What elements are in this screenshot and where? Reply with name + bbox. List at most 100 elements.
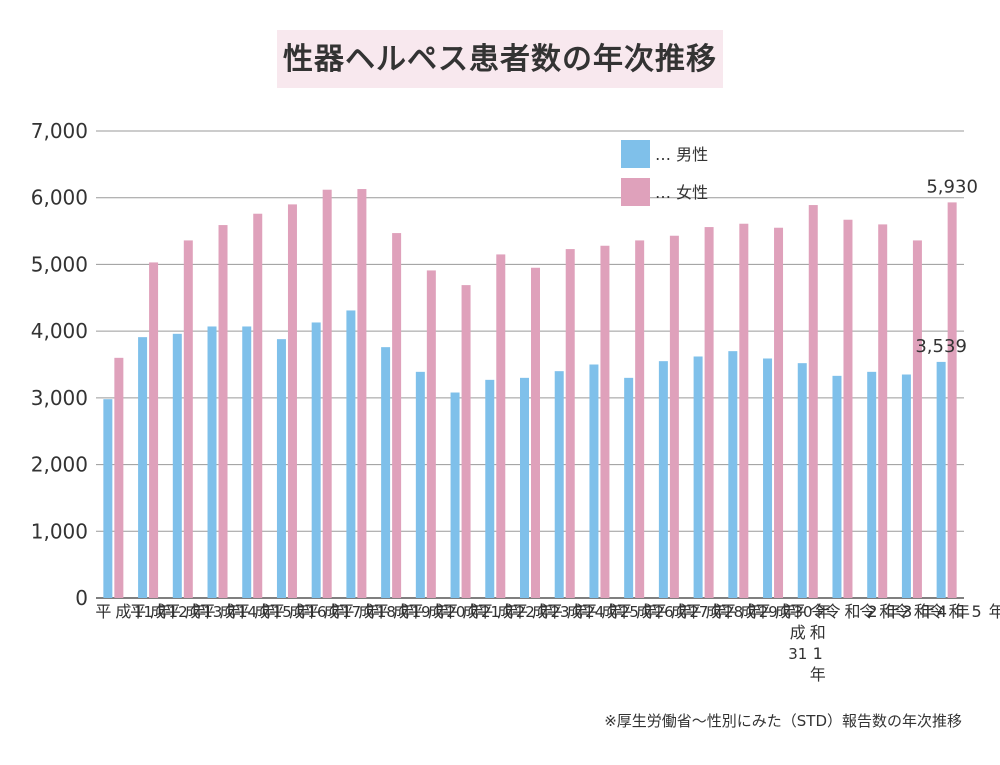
bar-male (311, 322, 321, 598)
x-tick-label: 1 (813, 644, 823, 663)
x-tick-label: 成 (254, 602, 270, 621)
x-tick-label: 年 (468, 602, 484, 621)
x-tick-label: 年 (954, 602, 970, 621)
bar-female (461, 285, 471, 598)
source-note: ※厚生労働省〜性別にみた（STD）報告数の年次推移 (604, 712, 962, 730)
bar-male (450, 392, 460, 598)
x-tick-label: 14 (238, 603, 257, 621)
bar-male (554, 371, 564, 598)
bar-female (183, 240, 193, 598)
bar-male (658, 361, 668, 598)
bar-female (114, 357, 124, 598)
data-label: 5,930 (926, 176, 978, 197)
x-tick-label: 平 (408, 602, 424, 621)
bar-female (426, 270, 436, 598)
bar-male (138, 337, 148, 598)
x-tick-label: 平 (547, 602, 563, 621)
bar-female (565, 249, 575, 598)
bar-male (797, 363, 807, 598)
x-tick-label: 年 (190, 602, 206, 621)
x-tick-label: 平 (338, 602, 354, 621)
x-tick-label: 年 (294, 602, 310, 621)
x-tick-label: 19 (412, 603, 431, 621)
x-tick-label: 成 (775, 602, 791, 621)
bar-male (103, 399, 113, 598)
x-tick-label: 成 (706, 602, 722, 621)
x-tick-label: 11 (134, 603, 153, 621)
legend-swatch-male (621, 140, 650, 168)
x-tick-label: 成 (115, 602, 131, 621)
x-tick-label: 和 (914, 602, 930, 621)
x-tick-label: 17 (342, 603, 361, 621)
x-tick-label: 成 (740, 602, 756, 621)
bars (103, 189, 957, 599)
bar-female (878, 224, 888, 598)
bar-male (172, 333, 182, 598)
x-tick-label: 平 (373, 602, 389, 621)
x-tick-label: 令 (859, 602, 875, 621)
legend-label: … 女性 (655, 183, 708, 202)
x-tick-label: 和 (949, 602, 965, 621)
bar-female (253, 213, 263, 598)
bar-male (485, 379, 495, 598)
x-tick-label: 成 (150, 602, 166, 621)
bar-female (531, 267, 540, 598)
x-tick-label: 成 (428, 602, 444, 621)
x-tick-label: 平 (304, 602, 320, 621)
x-tick-label: 22 (516, 603, 535, 621)
x-tick-label: 平 (200, 602, 216, 621)
bar-male (867, 371, 877, 598)
bar-female (357, 189, 367, 598)
x-tick-label: 平 (95, 602, 111, 621)
x-tick-label: 平 (234, 602, 250, 621)
bar-male (242, 326, 252, 598)
y-tick-label: 6,000 (31, 186, 88, 210)
x-tick-label: 年 (433, 602, 449, 621)
x-tick-label: 成 (393, 602, 409, 621)
bar-female (287, 204, 297, 598)
x-tick-label: 26 (655, 603, 674, 621)
x-tick-label: 令 (824, 602, 840, 621)
bar-female (149, 262, 159, 598)
y-tick-label: 3,000 (31, 386, 88, 410)
x-tick-label: 18 (377, 603, 396, 621)
x-tick-label: 成 (636, 602, 652, 621)
chart-title: 性器ヘルペス患者数の年次推移 (277, 30, 723, 88)
x-tick-label: 和 (844, 602, 860, 621)
x-tick-label: 年 (884, 602, 900, 621)
x-tick-label: 年 (815, 602, 831, 621)
bar-male (589, 364, 599, 598)
bar-male (276, 339, 286, 598)
x-tick-label: 3 (902, 602, 912, 621)
legend-label: … 男性 (655, 145, 708, 164)
x-tick-label: 27 (689, 603, 708, 621)
x-tick-label: 15 (273, 603, 292, 621)
bar-female (322, 189, 332, 599)
y-axis-ticks: 0 1,000 2,000 3,000 4,000 5,000 6,000 7,000 (31, 119, 88, 610)
gridlines (96, 130, 964, 599)
x-tick-label: 29 (759, 603, 778, 621)
y-tick-label: 7,000 (31, 119, 88, 143)
x-tick-label: 令 (810, 602, 826, 621)
x-tick-label: 年 (329, 602, 345, 621)
chart-title-wrap: 性器ヘルペス患者数の年次推移 (0, 30, 1000, 88)
x-tick-label: 年 (503, 602, 519, 621)
legend-swatch-female (621, 178, 650, 206)
x-tick-label: 年 (607, 602, 623, 621)
x-tick-label: 年 (225, 602, 241, 621)
x-tick-label: 年 (572, 602, 588, 621)
x-tick-label: 16 (307, 603, 326, 621)
bar-female (218, 225, 228, 598)
y-tick-label: 4,000 (31, 319, 88, 343)
x-tick-label: 成 (601, 602, 617, 621)
bar-male (936, 361, 946, 598)
bar-female (808, 205, 818, 598)
x-tick-label: 23 (550, 603, 569, 621)
x-tick-label: 平 (581, 602, 597, 621)
bar-male (832, 375, 842, 598)
x-tick-label: 和 (810, 623, 826, 642)
x-tick-label: 成 (185, 602, 201, 621)
x-tick-label: 成 (497, 602, 513, 621)
data-label: 3,539 (915, 336, 967, 357)
x-tick-label: 4 (937, 602, 947, 621)
